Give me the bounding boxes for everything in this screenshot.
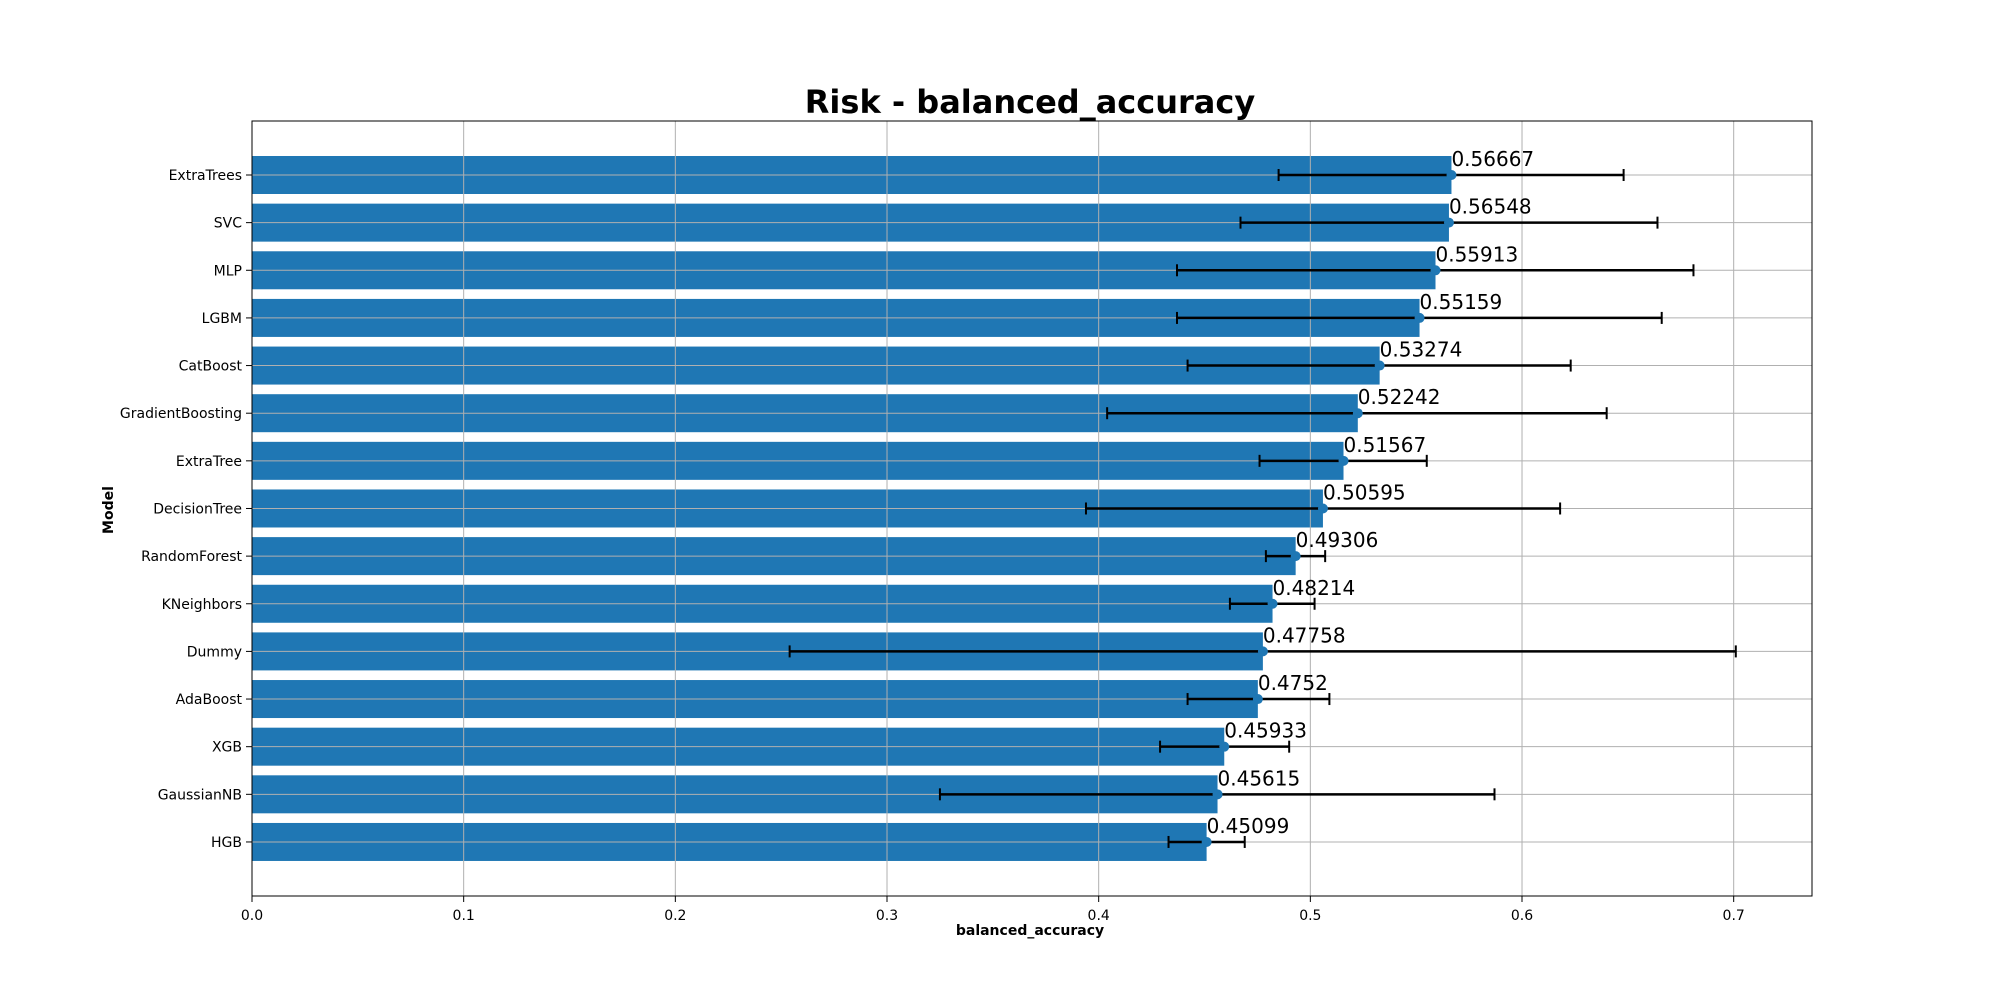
marker-GaussianNB <box>1212 789 1223 800</box>
x-tick-label-6: 0.6 <box>1511 908 1533 924</box>
marker-AdaBoost <box>1252 694 1263 705</box>
y-tick-label-SVC: SVC <box>214 216 242 232</box>
x-tick-label-2: 0.2 <box>664 908 686 924</box>
value-label-CatBoost: 0.53274 <box>1380 338 1463 362</box>
value-label-ExtraTree: 0.51567 <box>1344 433 1427 457</box>
y-tick-label-GaussianNB: GaussianNB <box>158 787 242 803</box>
value-label-GradientBoosting: 0.52242 <box>1358 385 1441 409</box>
y-tick-label-AdaBoost: AdaBoost <box>176 692 243 708</box>
marker-Dummy <box>1257 646 1268 657</box>
value-label-MLP: 0.55913 <box>1436 242 1519 266</box>
y-axis-label: Model <box>101 486 117 534</box>
x-axis-label: balanced_accuracy <box>956 923 1104 939</box>
y-tick-label-RandomForest: RandomForest <box>141 549 242 565</box>
marker-ExtraTrees <box>1446 170 1457 180</box>
marker-SVC <box>1443 217 1454 228</box>
x-tick-label-0: 0.0 <box>241 908 263 924</box>
marker-HGB <box>1201 836 1212 847</box>
chart-title: Risk - balanced_accuracy <box>805 83 1256 121</box>
value-label-DecisionTree: 0.50595 <box>1323 480 1406 504</box>
value-label-AdaBoost: 0.4752 <box>1258 671 1328 695</box>
y-tick-label-LGBM: LGBM <box>202 311 242 327</box>
y-tick-label-DecisionTree: DecisionTree <box>153 501 242 517</box>
value-label-ExtraTrees: 0.56667 <box>1451 147 1534 171</box>
value-label-SVC: 0.56548 <box>1449 195 1532 219</box>
y-tick-label-MLP: MLP <box>214 263 242 279</box>
marker-GradientBoosting <box>1352 408 1363 419</box>
plot-area: 0.56667 0.56548 0.55913 0.55159 0.53274 0.522… <box>120 120 1813 924</box>
marker-DecisionTree <box>1317 503 1328 514</box>
value-label-XGB: 0.45933 <box>1224 719 1307 743</box>
y-tick-label-KNeighbors: KNeighbors <box>162 597 242 613</box>
value-label-KNeighbors: 0.48214 <box>1273 576 1356 600</box>
value-label-LGBM: 0.55159 <box>1420 290 1503 314</box>
x-tick-label-5: 0.5 <box>1299 908 1321 924</box>
value-label-RandomForest: 0.49306 <box>1296 528 1379 552</box>
y-tick-label-Dummy: Dummy <box>187 644 242 660</box>
value-label-HGB: 0.45099 <box>1207 814 1290 838</box>
y-tick-label-GradientBoosting: GradientBoosting <box>120 406 242 422</box>
value-label-Dummy: 0.47758 <box>1263 623 1346 647</box>
y-tick-label-XGB: XGB <box>212 740 242 756</box>
x-tick-label-3: 0.3 <box>876 908 898 924</box>
marker-CatBoost <box>1374 360 1385 371</box>
marker-XGB <box>1219 741 1230 752</box>
x-tick-label-4: 0.4 <box>1088 908 1110 924</box>
value-label-GaussianNB: 0.45615 <box>1218 766 1301 790</box>
marker-LGBM <box>1414 312 1425 323</box>
x-tick-label-7: 0.7 <box>1723 908 1745 924</box>
marker-RandomForest <box>1290 551 1301 562</box>
marker-KNeighbors <box>1267 598 1278 609</box>
y-tick-label-CatBoost: CatBoost <box>179 359 243 375</box>
y-tick-label-ExtraTrees: ExtraTrees <box>169 168 242 184</box>
marker-ExtraTree <box>1338 455 1349 466</box>
y-tick-label-ExtraTree: ExtraTree <box>176 454 242 470</box>
y-tick-label-HGB: HGB <box>211 835 242 851</box>
marker-MLP <box>1430 265 1441 276</box>
x-tick-label-1: 0.1 <box>453 908 475 924</box>
